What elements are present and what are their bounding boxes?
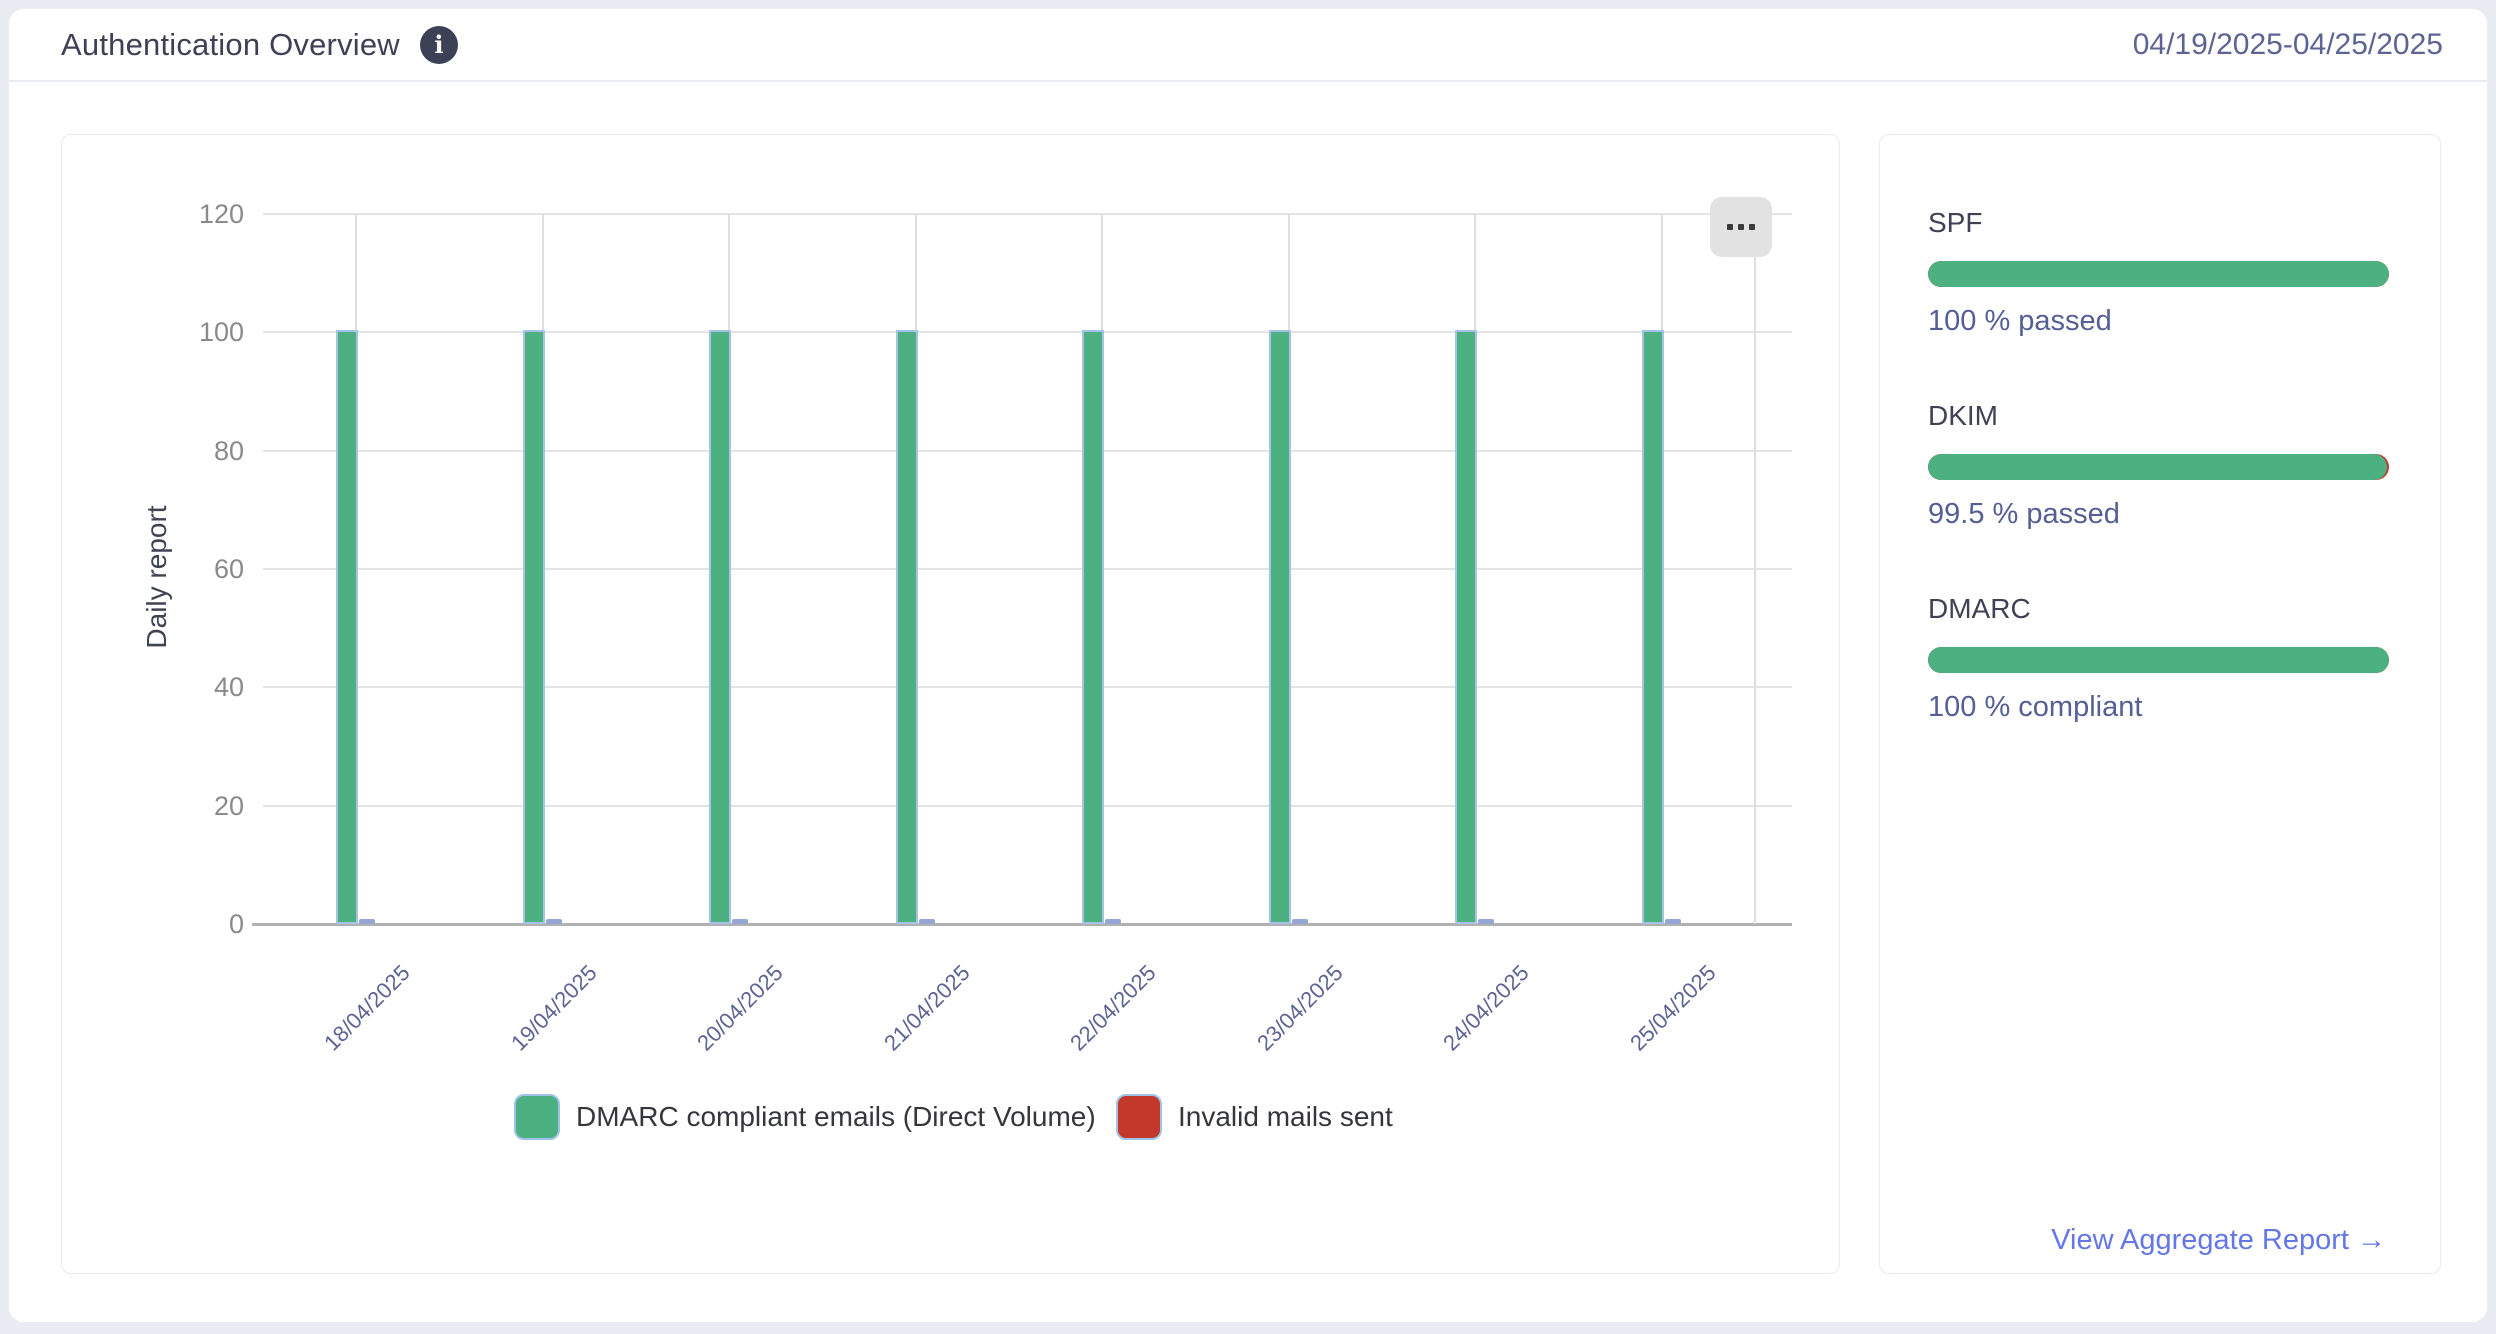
bar-invalid-mails-zero[interactable] bbox=[732, 919, 749, 924]
bar-dmarc-compliant[interactable] bbox=[522, 330, 545, 924]
bar-invalid-mails-zero[interactable] bbox=[918, 919, 935, 924]
x-axis-label: 18/04/2025 bbox=[319, 960, 415, 1056]
bar-dmarc-compliant[interactable] bbox=[1641, 330, 1664, 924]
bar-dmarc-compliant[interactable] bbox=[895, 330, 918, 924]
bar-dmarc-compliant[interactable] bbox=[1268, 330, 1291, 924]
stat-caption-spf: 100 % passed bbox=[1928, 305, 2112, 337]
y-tick-label: 60 bbox=[213, 554, 244, 584]
progress-bar-spf bbox=[1928, 261, 2389, 287]
y-tick-label: 100 bbox=[198, 317, 244, 348]
legend-item[interactable]: DMARC compliant emails (Direct Volume) bbox=[514, 1094, 1096, 1140]
progress-fill bbox=[1928, 261, 2389, 287]
progress-bar-dmarc bbox=[1928, 647, 2389, 673]
bar-invalid-mails-zero[interactable] bbox=[1478, 919, 1495, 924]
progress-bar-dkim bbox=[1928, 454, 2389, 480]
page-title: Authentication Overview bbox=[61, 26, 400, 62]
bar-dmarc-compliant[interactable] bbox=[1455, 330, 1478, 924]
y-axis-title: Daily report bbox=[141, 505, 172, 649]
stat-label-spf: SPF bbox=[1928, 207, 1983, 238]
stat-caption-dmarc: 100 % compliant bbox=[1928, 691, 2143, 723]
ellipsis-icon bbox=[1749, 224, 1755, 230]
legend-label: Invalid mails sent bbox=[1178, 1101, 1393, 1132]
legend-label: DMARC compliant emails (Direct Volume) bbox=[576, 1101, 1096, 1132]
stat-label-dkim: DKIM bbox=[1928, 400, 1998, 431]
bar-invalid-mails-zero[interactable] bbox=[1291, 919, 1308, 924]
progress-fill bbox=[1928, 454, 2387, 480]
y-tick-label: 120 bbox=[198, 199, 244, 229]
auth-stats-card: SPF 100 % passed DKIM 99.5 % passed DMARC 100… bbox=[1879, 134, 2441, 1274]
y-tick-label: 80 bbox=[213, 435, 244, 466]
view-aggregate-report-link[interactable]: View Aggregate Report → bbox=[2051, 1224, 2386, 1257]
gridline-horizontal bbox=[263, 449, 1792, 452]
link-label: View Aggregate Report bbox=[2051, 1224, 2349, 1256]
x-axis-line bbox=[252, 923, 1792, 926]
info-icon[interactable]: i bbox=[419, 25, 458, 64]
arrow-right-icon: → bbox=[2357, 1224, 2386, 1256]
gridline-horizontal bbox=[263, 686, 1792, 689]
bar-chart: 0 20 40 60 80 100 120 18/04/2025 19/04/2025 20/04… bbox=[62, 135, 1839, 1273]
legend-swatch bbox=[514, 1094, 560, 1140]
ellipsis-icon bbox=[1738, 224, 1744, 230]
gridline-horizontal bbox=[263, 331, 1792, 334]
gridline-horizontal bbox=[263, 213, 1792, 215]
plot-right-border bbox=[1754, 214, 1756, 924]
progress-fill bbox=[1928, 647, 2389, 673]
y-tick-label: 40 bbox=[213, 672, 244, 703]
bar-dmarc-compliant[interactable] bbox=[709, 330, 732, 924]
y-tick-label: 20 bbox=[213, 790, 244, 821]
bar-invalid-mails-zero[interactable] bbox=[359, 919, 376, 924]
gridline-horizontal bbox=[263, 568, 1792, 570]
stat-caption-dkim: 99.5 % passed bbox=[1928, 498, 2120, 530]
panel: Authentication Overview i 04/19/2025-04/… bbox=[8, 8, 2488, 1323]
bar-dmarc-compliant[interactable] bbox=[1082, 330, 1105, 924]
y-tick-label: 0 bbox=[228, 909, 244, 939]
x-axis-label: 25/04/2025 bbox=[1624, 960, 1721, 1056]
bar-invalid-mails-zero[interactable] bbox=[1664, 919, 1681, 924]
gridline-horizontal bbox=[263, 804, 1792, 807]
bar-invalid-mails-zero[interactable] bbox=[1105, 919, 1122, 924]
date-range: 04/19/2025-04/25/2025 bbox=[2132, 27, 2443, 61]
chart-menu-button[interactable] bbox=[1710, 197, 1772, 257]
legend-item[interactable]: Invalid mails sent bbox=[1116, 1094, 1393, 1140]
stat-label-dmarc: DMARC bbox=[1928, 593, 2031, 624]
bar-invalid-mails-zero[interactable] bbox=[545, 919, 562, 924]
legend-swatch bbox=[1116, 1094, 1162, 1140]
chart-card: 0 20 40 60 80 100 120 18/04/2025 19/04/2025 20/04… bbox=[61, 134, 1840, 1274]
header: Authentication Overview i 04/19/2025-04/… bbox=[9, 9, 2487, 82]
ellipsis-icon bbox=[1727, 224, 1733, 230]
bar-dmarc-compliant[interactable] bbox=[336, 330, 359, 924]
